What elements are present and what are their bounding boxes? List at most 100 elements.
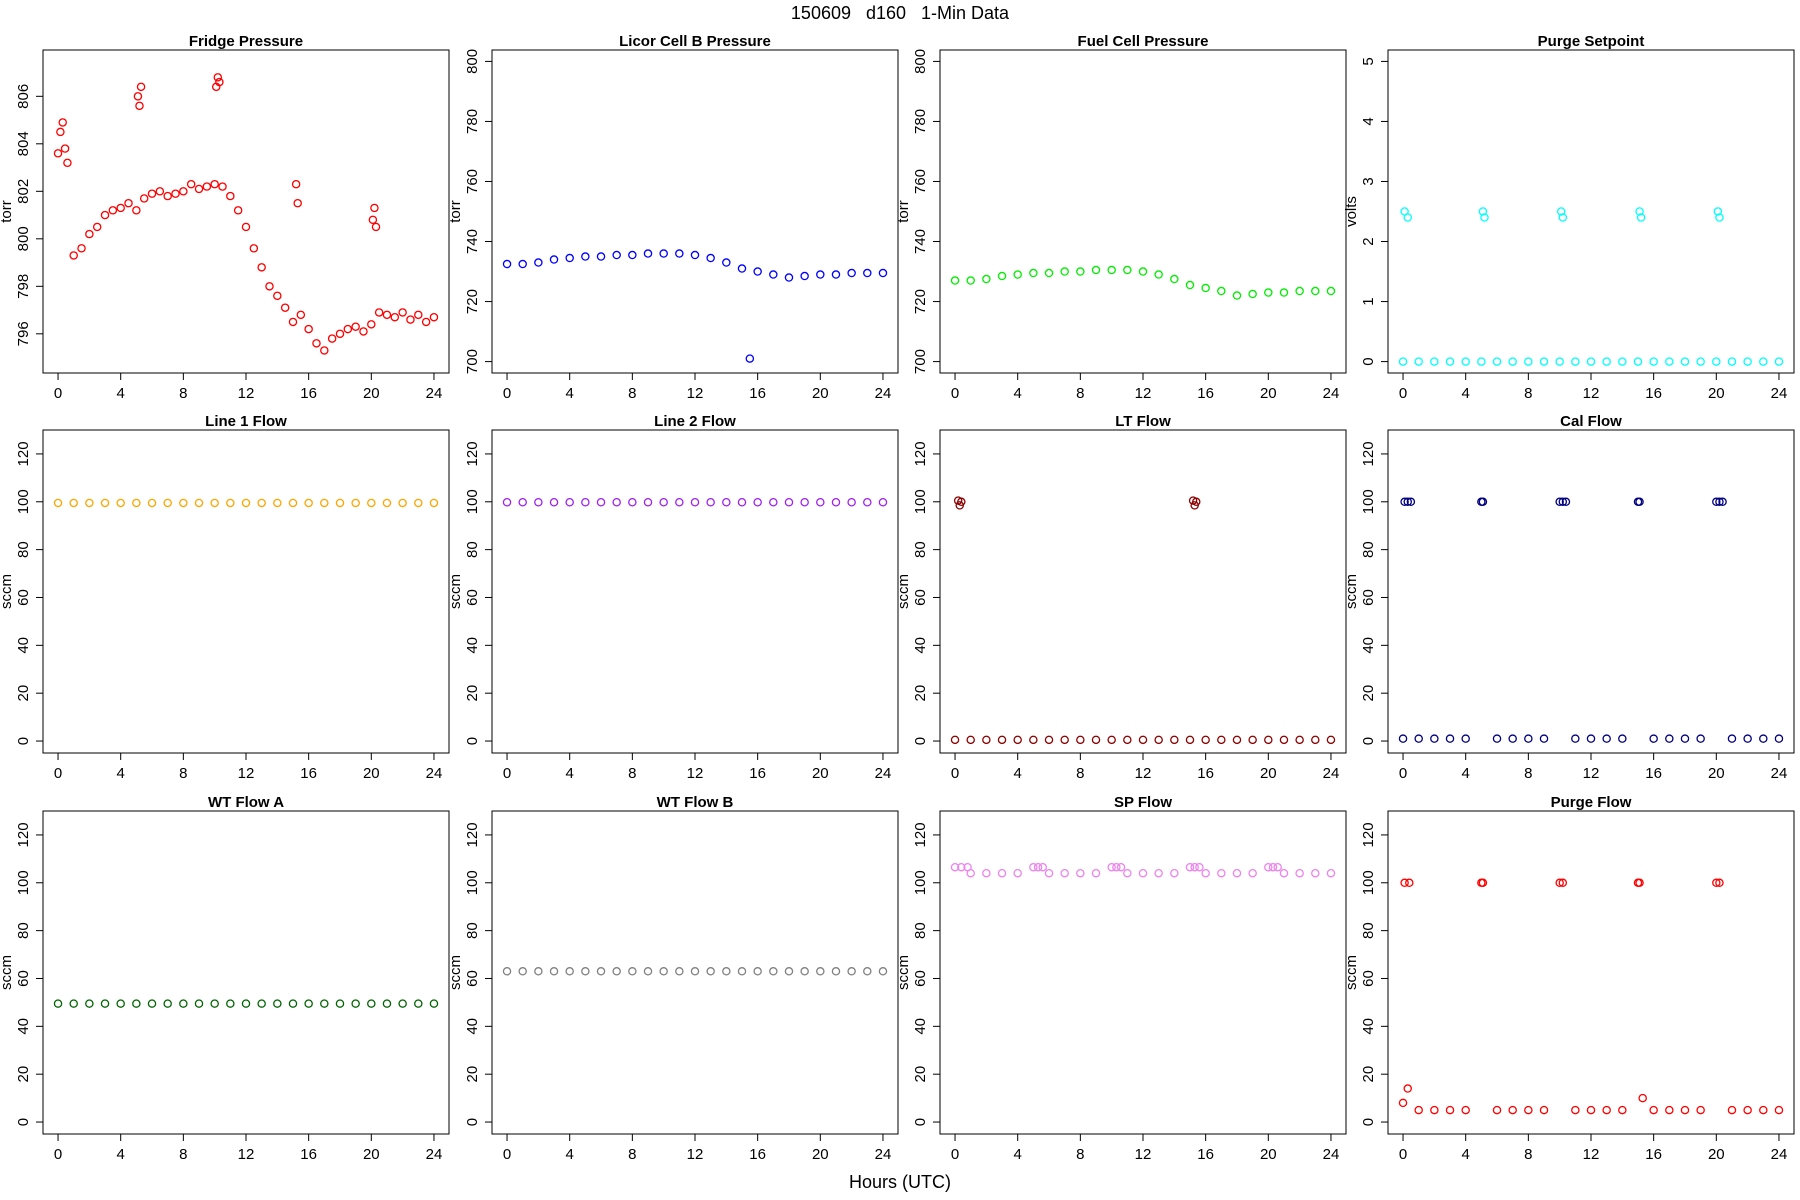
- data-point: [1398, 734, 1408, 743]
- data-point: [596, 498, 606, 507]
- data-point: [1400, 497, 1409, 507]
- data-point: [1461, 734, 1470, 743]
- data-point: [147, 999, 157, 1008]
- data-point: [1013, 868, 1022, 878]
- data-point: [1264, 288, 1273, 297]
- y-tick-label: 40: [15, 637, 32, 654]
- data-point: [132, 999, 141, 1008]
- y-tick-label: 80: [912, 922, 929, 939]
- data-point: [100, 210, 110, 220]
- data-point: [612, 250, 621, 260]
- data-point: [722, 258, 731, 267]
- y-tick-label: 20: [912, 685, 929, 702]
- data-point: [565, 967, 574, 976]
- data-point: [1727, 1105, 1737, 1115]
- data-point: [784, 273, 794, 282]
- data-point: [1635, 878, 1644, 888]
- x-tick-label: 20: [1708, 765, 1725, 782]
- data-point: [1743, 734, 1752, 743]
- data-point: [596, 967, 606, 976]
- data-point: [1268, 862, 1278, 872]
- data-point: [1311, 868, 1320, 878]
- data-point: [1636, 213, 1646, 222]
- data-point: [1649, 357, 1658, 366]
- data-point: [1326, 868, 1336, 878]
- panel: Fridge Pressure torr 0 4 8 12 16 20 24 796 798 800 8…: [0, 33, 450, 402]
- data-point: [1076, 735, 1085, 745]
- x-tick-label: 24: [426, 1146, 443, 1163]
- y-tick-label: 1: [1360, 297, 1377, 305]
- x-tick-label: 12: [1583, 1146, 1600, 1163]
- data-point: [690, 498, 700, 507]
- y-tick-label: 60: [1360, 589, 1377, 606]
- x-tick-label: 16: [1645, 385, 1662, 402]
- x-tick-label: 24: [875, 765, 892, 782]
- data-point: [414, 999, 423, 1008]
- data-point: [1478, 878, 1488, 888]
- data-point: [1311, 735, 1320, 745]
- data-point: [367, 498, 376, 508]
- data-point: [1571, 734, 1580, 743]
- data-point: [1076, 868, 1085, 878]
- data-point: [53, 498, 63, 508]
- data-point: [1492, 357, 1502, 366]
- data-point: [690, 250, 700, 260]
- y-tick-label: 700: [912, 349, 929, 374]
- plot-frame: [42, 429, 450, 754]
- y-axis-label: sccm: [895, 955, 912, 990]
- panel-title: WT Flow B: [657, 794, 734, 811]
- plot-frame: [1387, 49, 1795, 374]
- y-tick-label: 60: [464, 589, 481, 606]
- data-point: [327, 334, 337, 343]
- panel-title: Line 1 Flow: [205, 413, 287, 430]
- x-tick-label: 24: [1771, 1146, 1788, 1163]
- data-point: [1680, 734, 1690, 743]
- y-tick-label: 796: [15, 321, 32, 346]
- y-tick-label: 740: [912, 229, 929, 254]
- data-point: [722, 498, 731, 507]
- data-point: [1398, 357, 1408, 366]
- panel: SP Flow sccm 0 4 8 12 16 20 24 0 20 40 60 80 100 120: [895, 794, 1347, 1163]
- x-tick-label: 20: [363, 765, 380, 782]
- data-point: [1635, 497, 1644, 507]
- data-point: [997, 271, 1007, 281]
- data-point: [831, 270, 841, 279]
- plot-frame: [939, 49, 1347, 374]
- x-tick-label: 8: [1524, 765, 1532, 782]
- data-point: [847, 967, 856, 976]
- x-tick-label: 4: [117, 765, 125, 782]
- x-tick-label: 16: [1197, 1146, 1214, 1163]
- data-point: [502, 967, 512, 976]
- data-point: [1311, 286, 1320, 296]
- data-point: [1680, 1105, 1690, 1115]
- data-point: [171, 189, 180, 198]
- data-point: [69, 251, 78, 260]
- data-point: [53, 149, 63, 158]
- data-point: [1264, 862, 1273, 872]
- data-point: [116, 999, 125, 1008]
- y-tick-label: 0: [464, 737, 481, 745]
- y-tick-label: 20: [464, 1066, 481, 1083]
- data-point: [241, 999, 251, 1008]
- data-point: [382, 999, 392, 1008]
- data-point: [56, 127, 65, 137]
- data-point: [659, 249, 668, 258]
- data-point: [863, 268, 872, 278]
- data-point: [1185, 862, 1195, 872]
- data-point: [1170, 274, 1179, 284]
- x-tick-label: 24: [1323, 1146, 1340, 1163]
- x-tick-label: 12: [1135, 765, 1152, 782]
- data-point: [1279, 735, 1289, 745]
- plot-frame: [491, 49, 899, 374]
- data-point: [406, 315, 415, 324]
- data-point: [320, 999, 329, 1008]
- y-tick-label: 760: [464, 169, 481, 194]
- data-point: [737, 967, 747, 976]
- y-tick-label: 40: [912, 637, 929, 654]
- x-tick-label: 16: [300, 765, 317, 782]
- data-point: [429, 312, 439, 322]
- data-point: [69, 999, 78, 1008]
- y-tick-label: 800: [912, 49, 929, 74]
- data-point: [1618, 357, 1627, 366]
